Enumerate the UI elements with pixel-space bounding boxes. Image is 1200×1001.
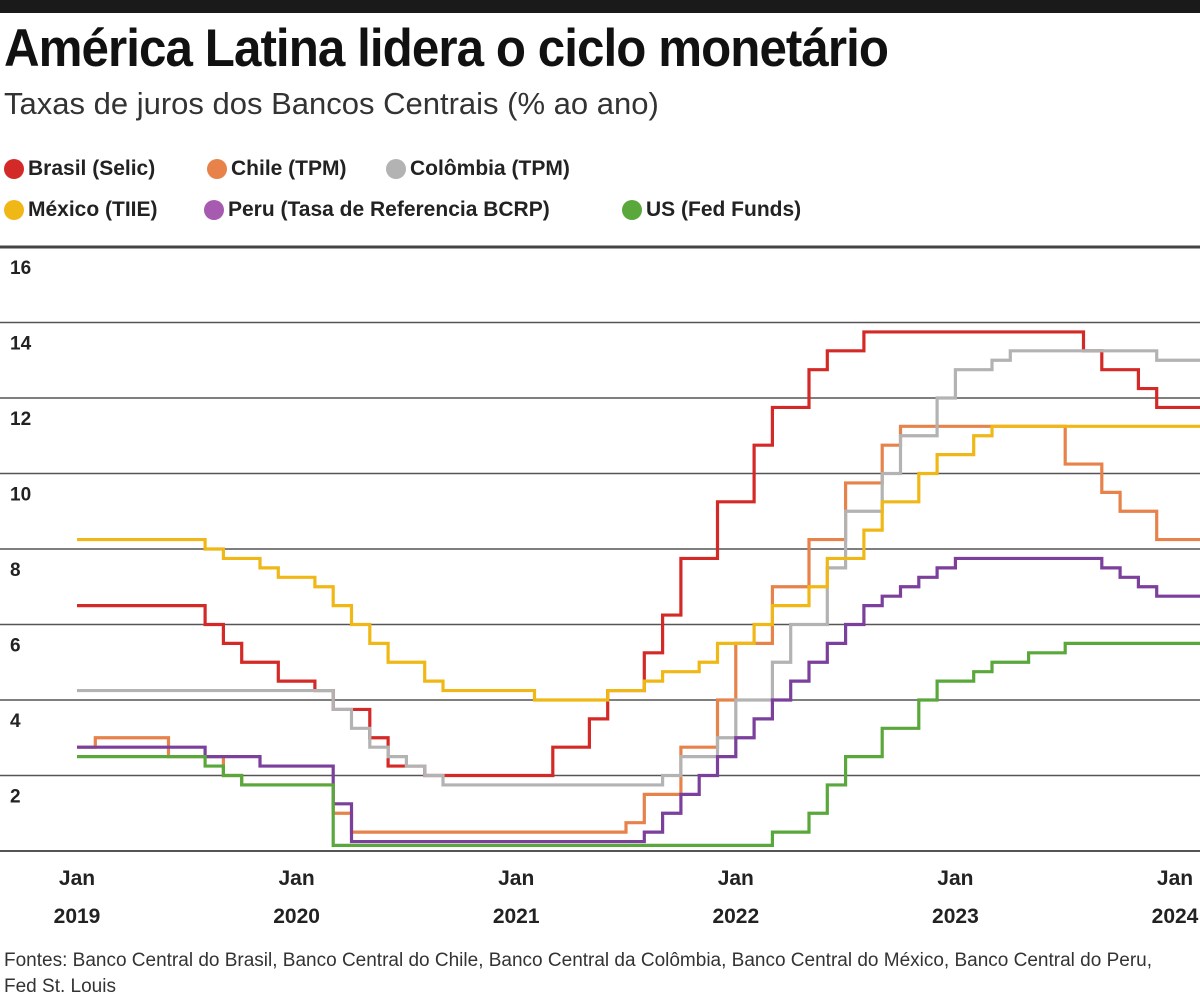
x-tick-label: Jan <box>279 867 315 890</box>
legend-label: US (Fed Funds) <box>646 198 802 221</box>
chart-subtitle: Taxas de juros dos Bancos Centrais (% ao… <box>4 86 659 121</box>
legend-item-chile: Chile (TPM) <box>207 157 347 181</box>
y-tick-label: 4 <box>10 711 21 732</box>
legend-item-us: US (Fed Funds) <box>622 198 801 222</box>
legend-swatch <box>622 200 642 220</box>
legend-swatch <box>207 159 227 179</box>
x-tick-year: 2023 <box>932 905 979 928</box>
legend-swatch <box>204 200 224 220</box>
series-line-3 <box>77 424 1200 702</box>
y-tick-label: 8 <box>10 560 21 581</box>
x-tick-label: Jan <box>718 867 754 890</box>
legend-swatch <box>4 200 24 220</box>
legend-label: Chile (TPM) <box>231 157 347 180</box>
x-tick-label: Jan <box>1157 867 1193 890</box>
chart-plot: 2 4 6 8 10 12 14 16 Jan 2019 Jan 2020 Jan 2021 Jan 2022… <box>0 245 1200 928</box>
x-tick-label: Jan <box>59 867 95 890</box>
legend-label: Brasil (Selic) <box>28 157 156 180</box>
legend-label: Peru (Tasa de Referencia BCRP) <box>228 198 550 221</box>
x-tick-year: 2022 <box>712 905 759 928</box>
series-line-5 <box>77 641 1200 847</box>
top-bar <box>0 0 1200 13</box>
y-tick-label: 2 <box>10 787 21 808</box>
legend-swatch <box>386 159 406 179</box>
legend-item-mexico: México (TIIE) <box>4 198 158 222</box>
x-tick-year: 2021 <box>493 905 540 928</box>
legend-swatch <box>4 159 24 179</box>
y-tick-label: 14 <box>10 334 32 355</box>
y-tick-label: 12 <box>10 409 31 430</box>
x-tick-year: 2019 <box>54 905 101 928</box>
y-tick-label: 10 <box>10 485 31 506</box>
x-tick-year: 2020 <box>273 905 320 928</box>
sources-footer: Fontes: Banco Central do Brasil, Banco C… <box>4 950 1152 997</box>
chart-title: América Latina lidera o ciclo monetário <box>4 19 889 78</box>
legend-item-peru: Peru (Tasa de Referencia BCRP) <box>204 198 550 222</box>
y-tick-label: 16 <box>10 258 31 279</box>
legend-label: México (TIIE) <box>28 198 158 221</box>
x-tick-year: 2024 <box>1152 905 1199 928</box>
x-tick-label: Jan <box>937 867 973 890</box>
y-tick-label: 6 <box>10 636 21 657</box>
series-line-4 <box>77 556 1200 844</box>
series-line-1 <box>77 424 1200 834</box>
x-tick-label: Jan <box>498 867 534 890</box>
legend-item-brasil: Brasil (Selic) <box>4 157 155 181</box>
series-line-2 <box>77 349 1200 787</box>
legend-label: Colômbia (TPM) <box>410 157 570 180</box>
series-line-0 <box>77 330 1200 778</box>
legend-item-colombia: Colômbia (TPM) <box>386 157 570 181</box>
